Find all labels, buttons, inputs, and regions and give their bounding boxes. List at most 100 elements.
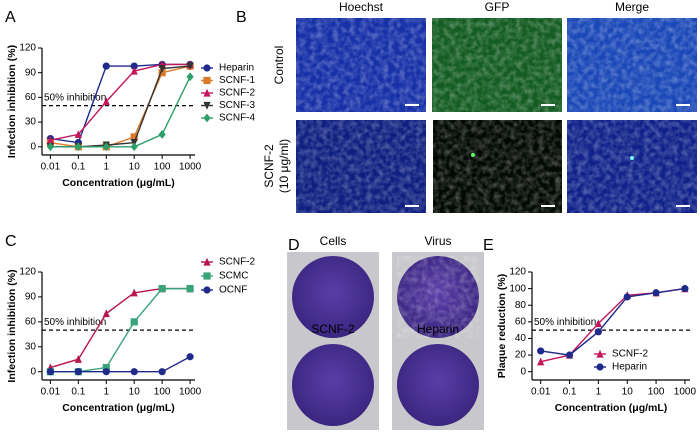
marker bbox=[594, 319, 602, 328]
marker bbox=[652, 289, 660, 297]
legend-label: Heparin bbox=[612, 362, 647, 373]
reference-label: 50% inhibition bbox=[44, 317, 106, 328]
marker bbox=[102, 368, 110, 376]
legend-marker bbox=[203, 76, 211, 85]
marker bbox=[681, 285, 689, 293]
legend-marker bbox=[203, 101, 211, 110]
y-tick-label: 120 bbox=[509, 267, 526, 278]
x-axis-title: Concentration (μg/mL) bbox=[555, 402, 668, 414]
y-tick-label: 0 bbox=[520, 366, 526, 377]
y-tick-label: 20 bbox=[515, 350, 527, 361]
legend-marker bbox=[203, 113, 211, 123]
well-label: SCNF-2 bbox=[311, 322, 355, 336]
panel-letter: E bbox=[483, 237, 494, 254]
reference-label: 50% inhibition bbox=[534, 317, 596, 328]
panel-letter: A bbox=[5, 9, 16, 26]
legend-marker bbox=[596, 363, 604, 371]
y-tick-label: 120 bbox=[19, 43, 36, 54]
gap bbox=[290, 112, 700, 120]
marker bbox=[158, 368, 166, 376]
y-tick-label: 60 bbox=[25, 92, 37, 103]
reference-label: 50% inhibition bbox=[44, 92, 106, 103]
gap bbox=[562, 0, 567, 220]
chart: E 0 20 40 60 80 100 120 0.01 0.1 1 10 100 1000 Concent… bbox=[483, 237, 696, 414]
marker bbox=[74, 130, 82, 139]
x-tick-label: 1 bbox=[596, 387, 602, 398]
marker bbox=[158, 64, 166, 73]
series-line bbox=[540, 287, 686, 356]
row-label: Control bbox=[272, 46, 286, 85]
y-tick-label: 120 bbox=[19, 267, 36, 278]
marker bbox=[102, 363, 110, 372]
x-tick-label: 10 bbox=[129, 387, 141, 398]
y-axis-title: Plaque reduction (%) bbox=[496, 274, 508, 378]
x-tick-label: 1000 bbox=[179, 387, 202, 398]
marker bbox=[102, 97, 110, 106]
y-axis-title: Infection inhibition (%) bbox=[6, 269, 18, 382]
marker bbox=[565, 351, 574, 359]
plaques bbox=[397, 256, 479, 338]
x-tick-label: 0.1 bbox=[563, 387, 577, 398]
y-tick-label: 90 bbox=[25, 67, 37, 78]
well-label: Cells bbox=[320, 234, 347, 248]
column-header: GFP bbox=[485, 0, 510, 14]
legend-label: Heparin bbox=[219, 63, 254, 74]
legend-label: SCNF-1 bbox=[219, 75, 256, 86]
y-tick-label: 0 bbox=[30, 366, 36, 377]
y-axis-title: Infection inhibition (%) bbox=[6, 45, 18, 158]
well-label: Virus bbox=[424, 234, 451, 248]
series-line bbox=[50, 65, 191, 148]
marker bbox=[537, 357, 545, 366]
marker bbox=[623, 293, 631, 301]
series-line bbox=[50, 76, 191, 148]
marker bbox=[130, 142, 138, 152]
chart: C 0 30 60 90 120 0.01 0.1 1 10 100 1000 Concentratio… bbox=[5, 233, 256, 414]
marker bbox=[186, 72, 194, 82]
marker bbox=[46, 368, 55, 376]
marker bbox=[158, 130, 166, 139]
row-label: (10 μg/ml) bbox=[277, 139, 291, 193]
marker bbox=[74, 142, 82, 152]
x-tick-label: 1 bbox=[103, 387, 109, 398]
x-tick-label: 100 bbox=[154, 162, 171, 173]
series-line bbox=[50, 63, 191, 141]
y-tick-label: 60 bbox=[515, 316, 527, 327]
legend-label: SCMC bbox=[219, 271, 248, 282]
y-tick-label: 40 bbox=[515, 333, 527, 344]
legend-marker bbox=[203, 286, 211, 294]
legend-label: OCNF bbox=[219, 285, 247, 296]
legend-label: SCNF-4 bbox=[219, 113, 256, 124]
marker bbox=[186, 353, 194, 361]
x-tick-label: 0.1 bbox=[71, 387, 85, 398]
x-tick-label: 100 bbox=[154, 387, 171, 398]
y-tick-label: 100 bbox=[509, 283, 526, 294]
marker bbox=[130, 368, 138, 376]
x-tick-label: 1 bbox=[103, 162, 109, 173]
y-tick-label: 60 bbox=[25, 316, 37, 327]
x-tick-label: 10 bbox=[129, 162, 141, 173]
y-tick-label: 90 bbox=[25, 292, 37, 303]
chart: A 0 30 60 90 120 0.01 0.1 1 10 100 1000 Concentratio… bbox=[5, 9, 256, 189]
x-tick-label: 0.01 bbox=[41, 162, 61, 173]
well-label: Heparin bbox=[417, 322, 459, 336]
marker bbox=[158, 285, 166, 293]
y-tick-label: 30 bbox=[25, 117, 37, 128]
series-line bbox=[50, 65, 191, 148]
x-tick-label: 0.01 bbox=[531, 387, 551, 398]
x-axis-title: Concentration (μg/mL) bbox=[62, 177, 175, 189]
row-label: SCNF-2 bbox=[262, 144, 276, 188]
legend-label: SCNF-2 bbox=[219, 257, 256, 268]
x-tick-label: 100 bbox=[648, 387, 665, 398]
legend-label: SCNF-2 bbox=[219, 88, 256, 99]
panel-letter: C bbox=[5, 233, 17, 250]
legend-marker bbox=[203, 257, 211, 266]
x-tick-label: 1000 bbox=[674, 387, 697, 398]
x-axis-title: Concentration (μg/mL) bbox=[62, 402, 175, 414]
scale-bars bbox=[405, 104, 690, 207]
gfp-spot bbox=[471, 153, 475, 157]
x-tick-label: 0.1 bbox=[71, 162, 85, 173]
marker bbox=[186, 285, 194, 293]
legend-marker bbox=[203, 88, 211, 97]
